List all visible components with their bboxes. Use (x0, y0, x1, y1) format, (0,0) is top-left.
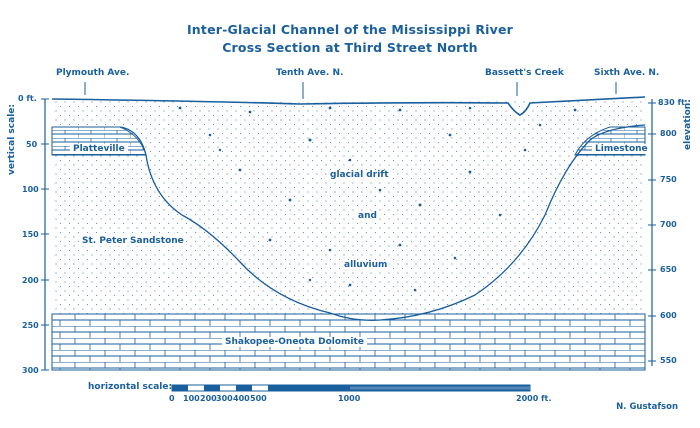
diagram-title-line2: Cross Section at Third Street North (222, 40, 478, 55)
hscale-tick-100: 100 (183, 394, 200, 403)
hscale-tick-1000: 1000 (338, 394, 361, 403)
author-credit: N. Gustafson (616, 402, 678, 412)
diagram-title-line1: Inter-Glacial Channel of the Mississippi… (186, 22, 514, 37)
hscale-tick-2000: 2000 ft. (516, 394, 552, 403)
label-limestone: Limestone (592, 144, 651, 154)
ground-surface (51, 96, 646, 116)
depth-tick-100: 100 (22, 185, 39, 194)
hscale-tick-300: 300 (216, 394, 233, 403)
hscale-tick-500: 500 (250, 394, 267, 403)
label-glacial-drift: glacial drift (328, 170, 391, 180)
elevation-tick-550: 550 (660, 356, 677, 365)
street-label-plymouth: Plymouth Ave. (56, 68, 130, 78)
label-platteville: Platteville (70, 144, 128, 154)
hscale-tick-200: 200 (200, 394, 217, 403)
depth-tick-0: 0 ft. (18, 94, 37, 103)
elevation-tick-650: 650 (660, 265, 677, 274)
depth-tick-200: 200 (22, 276, 39, 285)
elevation-tick-750: 750 (660, 175, 677, 184)
sand-fill (52, 97, 645, 314)
channel-outline (119, 124, 646, 321)
elevation-tick-700: 700 (660, 220, 677, 229)
street-label-tenth: Tenth Ave. N. (276, 68, 344, 78)
elevation-tick-800: 800 (660, 129, 677, 138)
depth-tick-300: 300 (22, 366, 39, 375)
label-shakopee-oneota-dolomite: Shakopee-Oneota Dolomite (222, 337, 367, 347)
depth-tick-50: 50 (26, 140, 38, 149)
hscale-tick-0: 0 (169, 394, 175, 403)
label-alluvium: alluvium (342, 260, 390, 270)
depth-tick-150: 150 (22, 230, 39, 239)
elevation-tick-830: 830 ft. (658, 98, 688, 107)
label-and: and (356, 211, 379, 221)
street-label-bassetts-creek: Bassett's Creek (485, 68, 564, 78)
hscale-tick-400: 400 (233, 394, 250, 403)
street-label-sixth: Sixth Ave. N. (594, 68, 660, 78)
elevation-tick-600: 600 (660, 311, 677, 320)
horizontal-scale-label: horizontal scale: (88, 382, 173, 392)
label-st-peter-sandstone: St. Peter Sandstone (80, 236, 186, 246)
depth-tick-250: 250 (22, 321, 39, 330)
